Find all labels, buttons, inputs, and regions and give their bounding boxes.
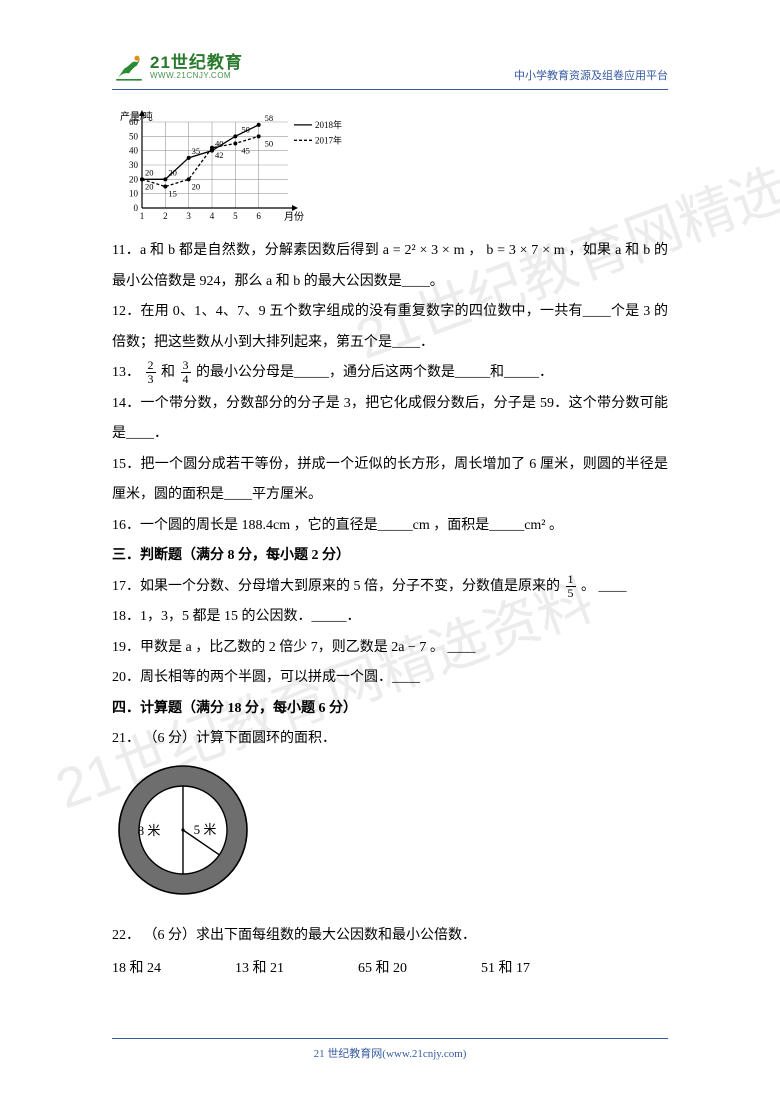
pair-4: 51 和 17 [481,954,530,985]
q13-prefix: 13． [112,365,140,380]
frac-num: 2 [146,359,156,373]
svg-text:50: 50 [241,124,250,134]
frac-den: 4 [181,373,191,386]
question-16: 16．一个圆的周长是 188.4cm ，它的直径是_____cm ，面积是___… [112,511,668,542]
page-content: 0102030405060123456产量/吨月份202035405058201… [112,108,668,1023]
pair-2: 13 和 21 [235,954,284,985]
question-21: 21． （6 分）计算下面圆环的面积． [112,724,668,755]
frac-den: 5 [566,587,576,600]
page-header: 21世纪教育 WWW.21CNJY.COM 中小学教育资源及组卷应用平台 [112,36,668,90]
frac-num: 3 [181,359,191,373]
ring-diagram: 8 米 5 米 [112,761,668,912]
svg-text:0: 0 [134,203,139,213]
svg-text:5 米: 5 米 [194,822,217,837]
pair-3: 65 和 20 [358,954,407,985]
q17-suffix: 。 ____ [581,579,627,594]
line-chart: 0102030405060123456产量/吨月份202035405058201… [112,108,668,230]
svg-text:2: 2 [163,211,168,221]
question-14: 14．一个带分数，分数部分的分子是 3，把它化成假分数后，分子是 59．这个带分… [112,389,668,450]
question-22: 22． （6 分）求出下面每组数的最大公因数和最小公倍数． [112,921,668,952]
svg-text:20: 20 [192,181,201,191]
svg-text:3: 3 [186,211,191,221]
fraction-1-5: 1 5 [566,573,576,600]
question-19: 19．甲数是 a ，比乙数的 2 倍少 7，则乙数是 2a − 7 。 ____ [112,633,668,664]
svg-text:15: 15 [168,189,177,199]
question-15: 15．把一个圆分成若干等份，拼成一个近似的长方形，周长增加了 6 厘米，则圆的半… [112,450,668,511]
question-13: 13． 2 3 和 3 4 的最小公分母是_____，通分后这两个数是_____… [112,358,668,389]
question-18: 18．1，3，5 都是 15 的公因数．_____． [112,602,668,633]
svg-text:20: 20 [145,181,154,191]
svg-text:50: 50 [265,138,274,148]
svg-text:20: 20 [129,174,139,184]
fraction-3-4: 3 4 [181,359,191,386]
svg-text:30: 30 [129,160,139,170]
question-11: 11．a 和 b 都是自然数，分解素因数后得到 a = 2² × 3 × m ，… [112,236,668,297]
svg-text:产量/吨: 产量/吨 [120,110,153,123]
logo-url: WWW.21CNJY.COM [150,72,243,80]
section-3-heading: 三．判断题（满分 8 分，每小题 2 分） [112,541,668,572]
svg-text:8 米: 8 米 [138,823,161,838]
number-pairs-row: 18 和 24 13 和 21 65 和 20 51 和 17 [112,954,668,985]
q13-mid2: 的最小公分母是_____，通分后这两个数是_____和_____． [196,365,553,380]
pair-1: 18 和 24 [112,954,161,985]
section-4-heading: 四．计算题（满分 18 分，每小题 6 分） [112,694,668,725]
question-12: 12．在用 0、1、4、7、9 五个数字组成的没有重复数字的四位数中，一共有__… [112,297,668,358]
svg-text:2017年: 2017年 [315,134,342,145]
q13-mid1: 和 [161,365,179,380]
svg-text:1: 1 [140,211,145,221]
logo-text: 21世纪教育 WWW.21CNJY.COM [150,54,243,80]
svg-text:35: 35 [192,146,201,156]
question-17: 17．如果一个分数、分母增大到原来的 5 倍，分子不变，分数值是原来的 1 5 … [112,572,668,603]
svg-text:10: 10 [129,189,139,199]
svg-text:45: 45 [241,146,250,156]
logo: 21世纪教育 WWW.21CNJY.COM [112,51,243,83]
fraction-2-3: 2 3 [146,359,156,386]
svg-text:42: 42 [215,150,224,160]
runner-icon [112,51,146,83]
svg-text:50: 50 [129,131,139,141]
svg-text:4: 4 [210,211,215,221]
svg-text:58: 58 [265,113,274,123]
question-20: 20．周长相等的两个半圆，可以拼成一个圆．____ [112,663,668,694]
frac-num: 1 [566,573,576,587]
frac-den: 3 [146,373,156,386]
svg-text:6: 6 [256,211,261,221]
svg-text:月份: 月份 [284,211,304,223]
q17-prefix: 17．如果一个分数、分母增大到原来的 5 倍，分子不变，分数值是原来的 [112,579,560,594]
svg-text:20: 20 [145,167,154,177]
header-subtitle: 中小学教育资源及组卷应用平台 [514,67,668,83]
svg-text:40: 40 [129,146,139,156]
svg-text:20: 20 [168,167,177,177]
logo-cn: 21世纪教育 [150,54,243,72]
page-footer: 21 世纪教育网(www.21cnjy.com) [112,1038,668,1061]
svg-text:2018年: 2018年 [315,119,342,130]
svg-text:5: 5 [233,211,238,221]
